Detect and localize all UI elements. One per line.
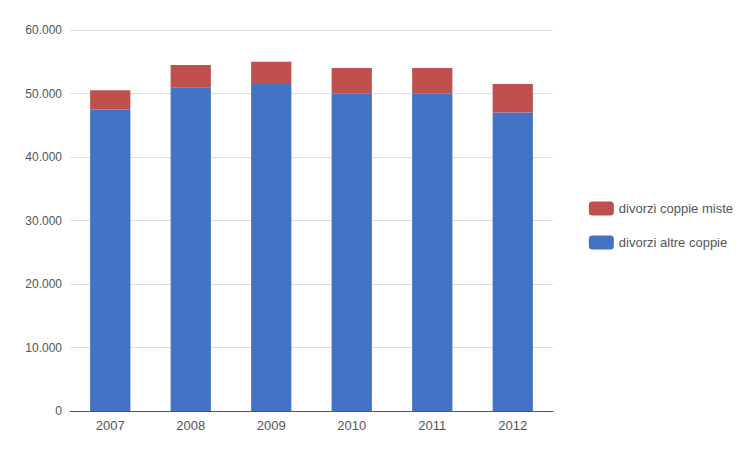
svg-text:2010: 2010 — [337, 418, 366, 433]
svg-text:50.000: 50.000 — [25, 87, 62, 101]
svg-text:divorzi altre coppie: divorzi altre coppie — [619, 235, 727, 250]
svg-text:2011: 2011 — [418, 418, 446, 433]
svg-text:2007: 2007 — [96, 418, 125, 433]
svg-text:2008: 2008 — [176, 418, 205, 433]
svg-text:40.000: 40.000 — [25, 150, 62, 164]
svg-text:2009: 2009 — [257, 418, 286, 433]
svg-text:30.000: 30.000 — [25, 214, 62, 228]
svg-text:10.000: 10.000 — [25, 341, 62, 355]
svg-text:divorzi coppie miste: divorzi coppie miste — [619, 201, 733, 216]
svg-text:60.000: 60.000 — [25, 23, 62, 37]
svg-text:2012: 2012 — [498, 418, 527, 433]
svg-text:0: 0 — [55, 404, 62, 418]
svg-text:20.000: 20.000 — [25, 277, 62, 291]
